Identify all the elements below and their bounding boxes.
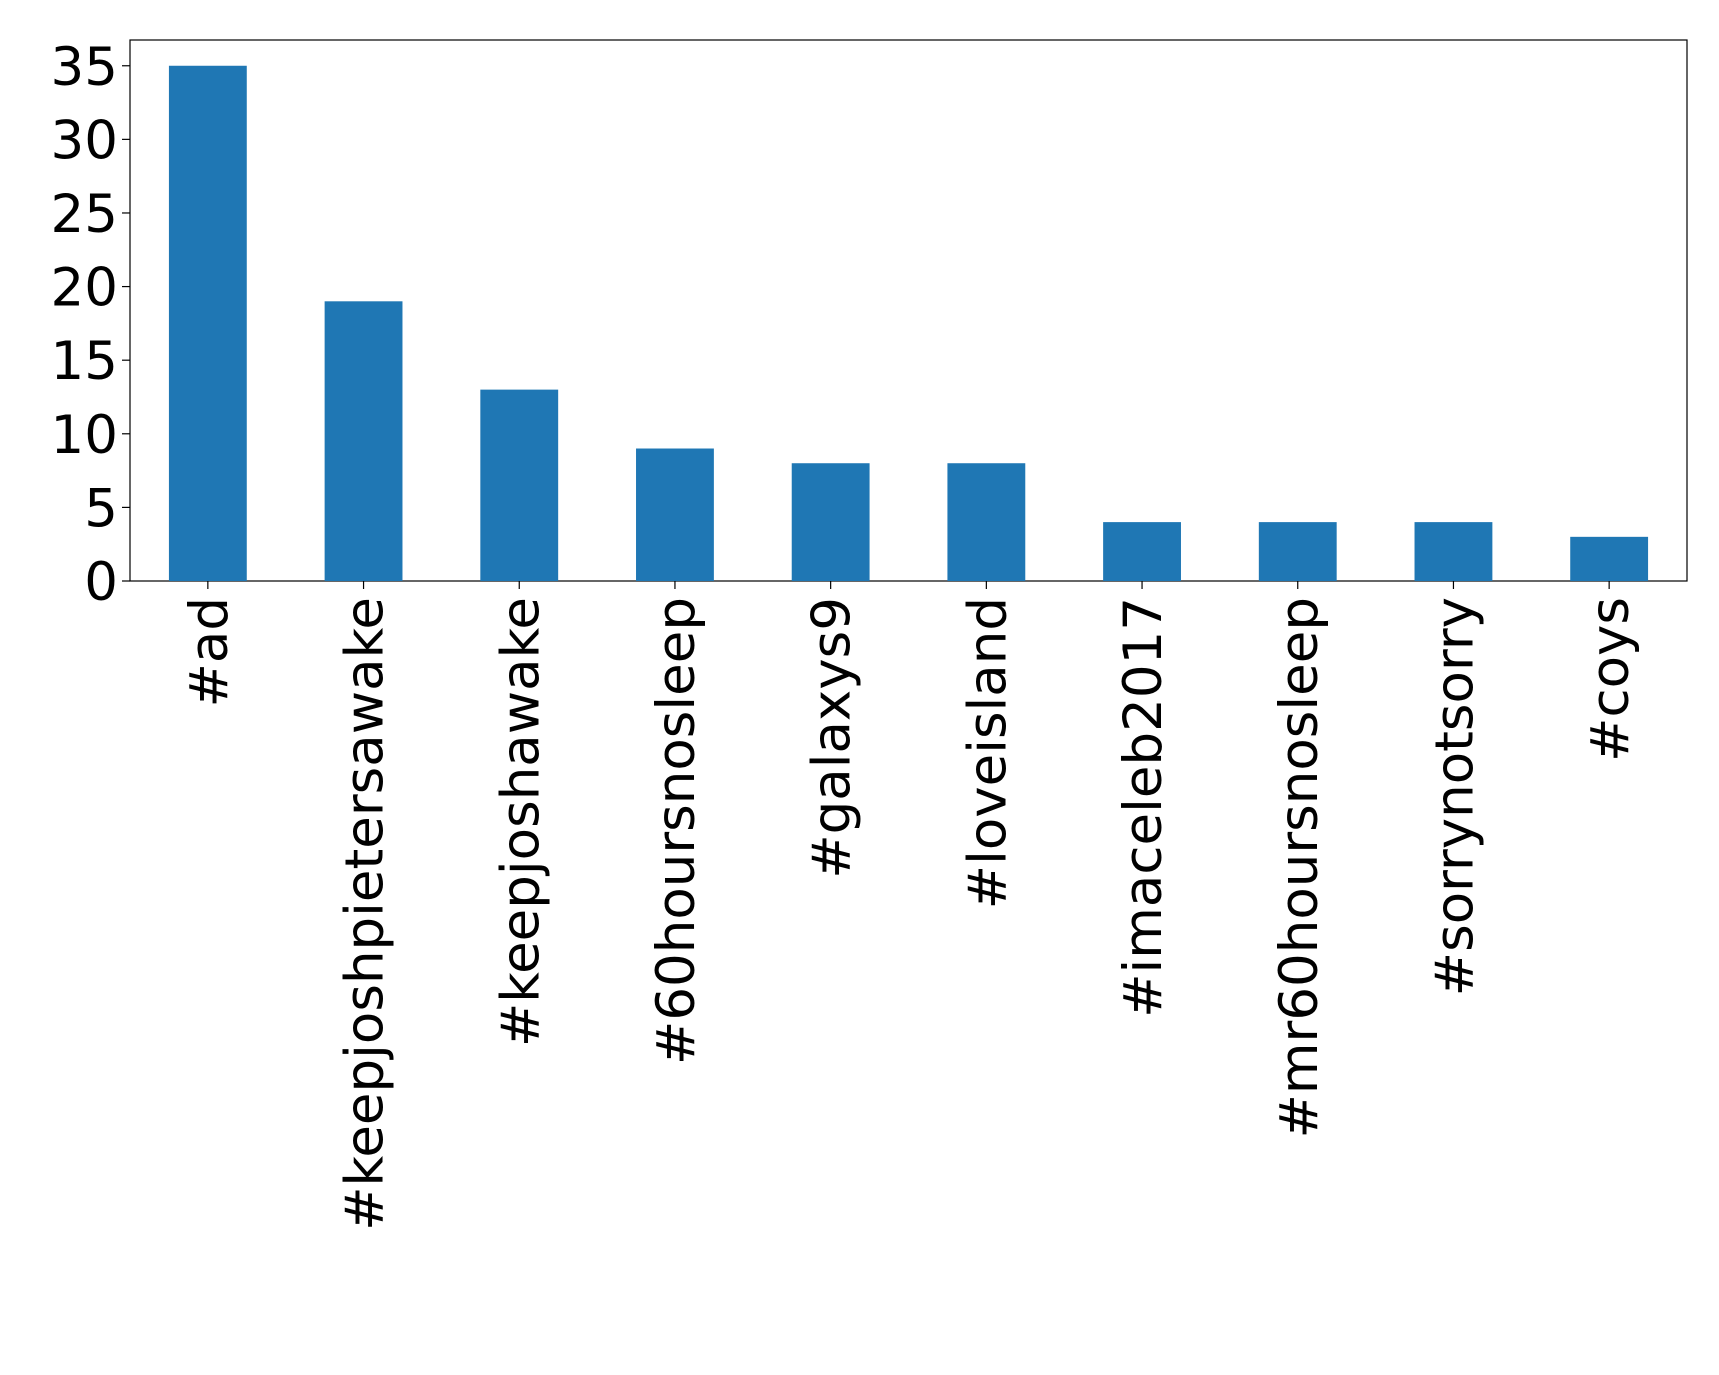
bar [791, 463, 870, 581]
x-tick-label: #coys [1580, 597, 1641, 762]
x-tick-label: #mr60hoursnosleep [1269, 597, 1330, 1139]
x-tick-label: #ad [179, 597, 240, 708]
bar [1258, 522, 1337, 581]
bar [324, 301, 403, 581]
y-tick-label: 20 [51, 258, 118, 319]
x-tick-label: #galaxys9 [802, 597, 863, 879]
plot-frame [129, 39, 1688, 582]
y-tick-label: 35 [51, 37, 118, 98]
y-tick-label: 25 [51, 184, 118, 245]
bar [480, 389, 559, 581]
bar [636, 448, 714, 581]
bar [1103, 522, 1181, 581]
x-tick-label: #keepjoshawake [490, 597, 551, 1047]
y-tick-label: 15 [51, 331, 118, 392]
bar [1570, 536, 1649, 581]
y-tick-label: 10 [51, 405, 118, 466]
x-tick-label: #imaceleb2017 [1113, 597, 1174, 1018]
bar [168, 65, 247, 581]
bar [1414, 522, 1493, 581]
x-tick-label: #loveisland [957, 597, 1018, 909]
y-tick-label: 30 [51, 110, 118, 171]
x-tick-label: #keepjoshpietersawake [335, 597, 396, 1231]
y-tick-label: 5 [84, 478, 118, 539]
bar [947, 463, 1026, 581]
x-tick-label: #60hoursnosleep [646, 597, 707, 1065]
y-tick-label: 0 [84, 552, 118, 613]
x-tick-label: #sorrynotsorry [1424, 597, 1485, 996]
